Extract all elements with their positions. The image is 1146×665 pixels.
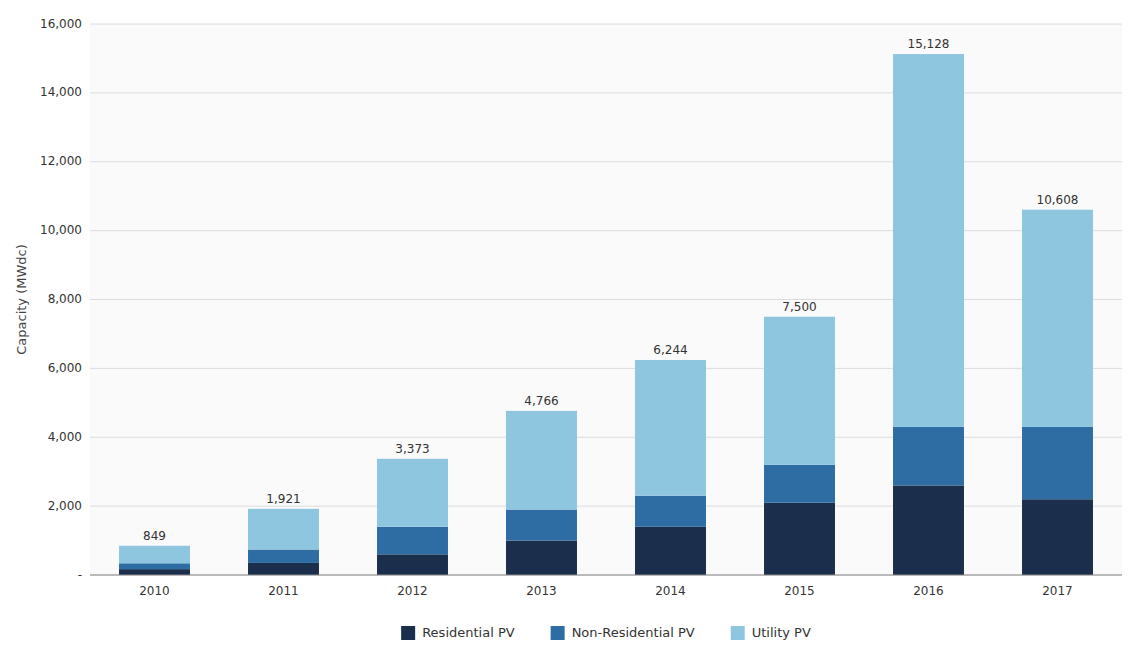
y-tick-label: 12,000 [40,154,82,168]
bar-segment [1022,210,1093,427]
bar-segment [635,360,706,496]
x-tick-label: 2014 [655,584,686,598]
x-tick-label: 2016 [913,584,944,598]
bar-segment [248,550,319,563]
legend-swatch [731,626,745,640]
x-tick-label: 2013 [526,584,557,598]
total-label: 4,766 [524,394,558,408]
grid-line [90,299,1122,300]
legend-swatch [551,626,565,640]
bar-segment [893,485,964,575]
grid-line [90,92,1122,93]
total-label: 849 [143,529,166,543]
y-tick-label: 14,000 [40,85,82,99]
bar-segment [764,503,835,575]
bar-segment [248,509,319,550]
total-label: 7,500 [782,300,816,314]
grid-line [90,230,1122,231]
y-tick-label: 10,000 [40,223,82,237]
bar-segment [119,569,190,575]
bars [119,54,1093,575]
legend-item: Residential PV [401,625,515,641]
legend-item: Utility PV [731,625,811,641]
y-tick-label: - [78,568,82,582]
x-axis-line [90,575,1122,576]
bar-segment [506,411,577,510]
bar-segment [506,541,577,575]
bar-segment [506,510,577,541]
y-tick-label: 16,000 [40,17,82,31]
grid-line [90,506,1122,507]
grid-line [90,575,1122,576]
y-tick-label: 8,000 [48,292,82,306]
y-tick-label: 4,000 [48,430,82,444]
total-label: 1,921 [266,492,300,506]
legend: Residential PV Non-Residential PV Utility … [401,625,811,641]
y-tick-label: 6,000 [48,361,82,375]
bar-segment [119,546,190,564]
bar-segment [377,459,448,527]
y-tick-label: 2,000 [48,499,82,513]
bar-segment [764,465,835,503]
y-axis-label: Capacity (MWdc) [14,244,29,355]
grid-line [90,24,1122,25]
x-tick-label: 2012 [397,584,428,598]
legend-swatch [401,626,415,640]
bar-segment [635,496,706,527]
legend-label: Non-Residential PV [572,625,695,640]
total-label: 3,373 [395,442,429,456]
x-tick-label: 2010 [139,584,170,598]
grid-line [90,437,1122,438]
bar-segment [764,317,835,465]
total-label: 15,128 [908,37,950,51]
legend-label: Utility PV [752,625,811,640]
legend-label: Residential PV [422,625,515,640]
legend-item: Non-Residential PV [551,625,695,641]
bar-segment [635,527,706,575]
total-label: 10,608 [1037,193,1079,207]
plot-area [90,24,1122,575]
grid [90,24,1122,575]
bar-segment [1022,427,1093,499]
bar-segment [377,527,448,555]
chart: - 2,000 4,000 6,000 8,000 10,000 12,000 14,000 1… [0,0,1146,665]
x-tick-label: 2015 [784,584,815,598]
bar-segment [248,563,319,575]
x-tick-label: 2011 [268,584,299,598]
bar-segment [119,563,190,569]
grid-line [90,161,1122,162]
x-tick-label: 2017 [1042,584,1073,598]
bar-segment [1022,499,1093,575]
grid-line [90,368,1122,369]
bar-segment [893,427,964,486]
total-label: 6,244 [653,343,687,357]
bar-segment [893,54,964,427]
bar-segment [377,554,448,575]
